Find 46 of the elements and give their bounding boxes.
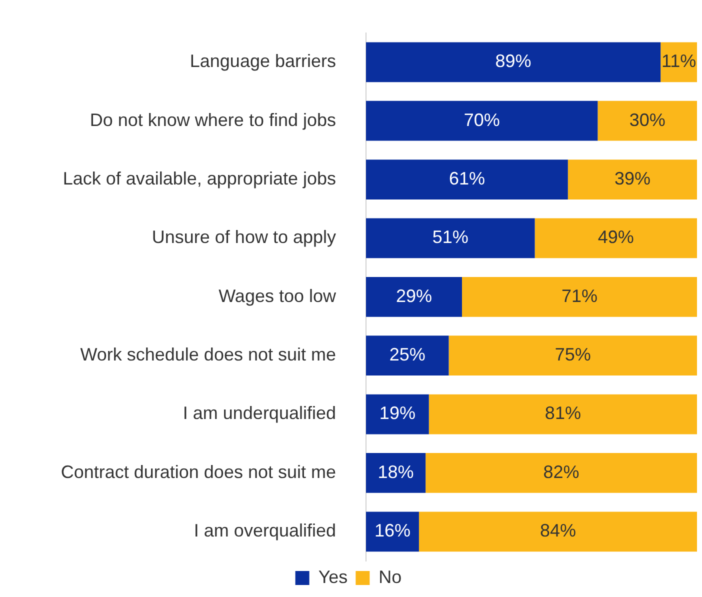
bar: [426, 453, 697, 493]
data-label: 84%: [540, 520, 576, 541]
legend-label: Yes: [318, 566, 348, 587]
data-label: 29%: [396, 286, 432, 306]
bar: [366, 100, 598, 141]
data-label: 89%: [495, 51, 532, 72]
bar: [448, 336, 697, 376]
data-label: 81%: [544, 403, 581, 424]
bar: [428, 394, 697, 434]
data-label: 71%: [561, 286, 598, 306]
bar: [366, 512, 419, 552]
bar: [366, 453, 426, 493]
bar: [366, 218, 535, 258]
y-tick-label: Work schedule does not suit me: [80, 344, 336, 365]
data-label: 49%: [598, 227, 634, 248]
data-label: 30%: [629, 110, 666, 130]
legend-label: No: [378, 566, 402, 587]
data-label: 39%: [614, 168, 650, 188]
bar: [366, 336, 449, 376]
data-label: 25%: [389, 344, 426, 365]
bar: [568, 160, 697, 200]
bar: [366, 394, 429, 434]
bar: [462, 276, 697, 317]
bar: [598, 100, 697, 141]
data-label: 51%: [432, 227, 468, 248]
data-label: 75%: [554, 344, 591, 365]
data-label: 11%: [661, 51, 696, 72]
data-label: 70%: [464, 110, 500, 130]
y-tick-label: Wages too low: [218, 286, 337, 306]
y-tick-label: Lack of available, appropriate jobs: [62, 168, 336, 188]
data-label: 16%: [374, 520, 410, 541]
y-tick-label: Do not know where to find jobs: [90, 110, 336, 130]
y-tick-label: I am overqualified: [194, 520, 336, 541]
y-tick-label: Contract duration does not suit me: [60, 462, 336, 482]
bar: [366, 42, 661, 82]
y-tick-label: Language barriers: [190, 51, 336, 72]
bar: [418, 512, 697, 552]
y-tick-label: Unsure of how to apply: [152, 227, 336, 248]
y-tick-label: I am underqualified: [182, 403, 336, 424]
data-label: 61%: [448, 168, 485, 188]
bar: [366, 276, 462, 317]
data-label: 19%: [379, 403, 416, 424]
bar: [534, 218, 697, 258]
data-label: 18%: [378, 462, 414, 482]
bar: [366, 160, 568, 200]
data-label: 82%: [543, 462, 580, 482]
